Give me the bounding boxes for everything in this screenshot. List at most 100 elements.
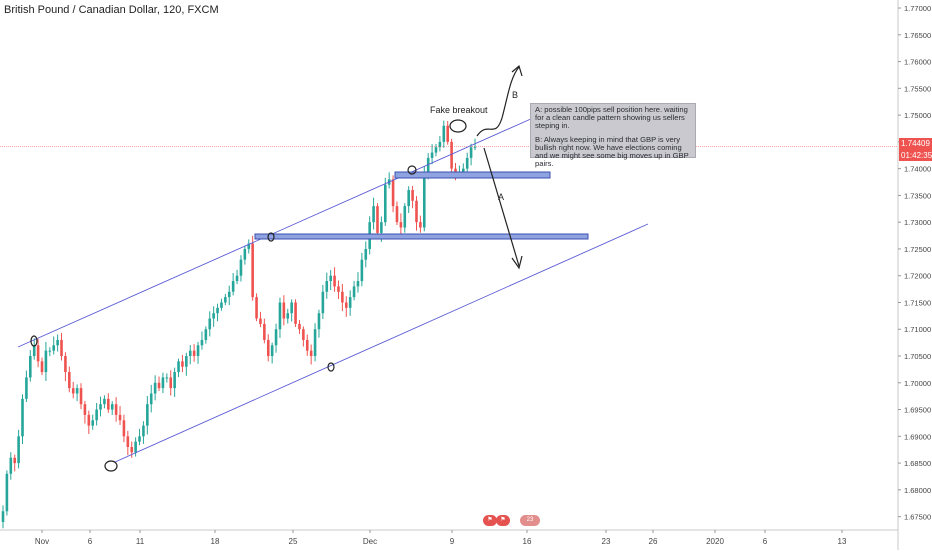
y-tick-label: 1.70500 (904, 352, 931, 361)
candle-body (36, 345, 40, 362)
candle-body (290, 302, 293, 314)
y-tick-label: 1.72500 (904, 245, 931, 254)
y-tick-label: 1.75500 (904, 84, 931, 93)
candle-body (64, 356, 67, 373)
path-a-line (483, 147, 520, 267)
y-tick-label: 1.76500 (904, 31, 931, 40)
y-tick-label: 1.77000 (904, 4, 931, 13)
candle-body (134, 441, 137, 453)
candle-body (68, 372, 71, 389)
candle-body (263, 323, 266, 340)
candle-body (305, 339, 309, 351)
candle-body (461, 168, 465, 174)
candle-body (107, 398, 110, 410)
candle-body (153, 382, 157, 394)
y-tick-label: 1.67500 (904, 513, 931, 522)
candle-body (44, 350, 48, 373)
candle-body (79, 388, 83, 405)
x-tick-label: 23 (602, 537, 611, 546)
candle-body (356, 281, 360, 287)
y-tick-label: 1.72000 (904, 272, 931, 281)
channel-lower-line (114, 223, 649, 463)
y-tick-label: 1.71000 (904, 325, 931, 334)
candle-body (91, 420, 95, 426)
candle-body (419, 222, 422, 228)
candle-body (247, 243, 251, 249)
candle-body (251, 243, 254, 298)
analysis-note: A: possible 100pips sell position here. … (530, 103, 696, 168)
path-b-line (476, 66, 520, 137)
x-tick-label: 2020 (706, 537, 724, 546)
candle-body (130, 447, 134, 453)
candle-body (298, 323, 301, 330)
pivot-circle-marker (30, 335, 38, 347)
flag-icon-2[interactable]: ⚑ (496, 515, 510, 526)
candle-body (391, 179, 395, 207)
candle-body (473, 146, 477, 148)
candle-body (95, 409, 98, 421)
candle-body (270, 345, 274, 357)
candle-body (313, 329, 317, 357)
candle-body (399, 222, 403, 228)
candle-body (294, 302, 297, 324)
candle-body (208, 318, 212, 330)
y-tick-label: 1.75000 (904, 111, 931, 120)
y-tick-label: 1.71500 (904, 298, 931, 307)
pivot-circle-marker (407, 165, 417, 175)
candle-body (17, 436, 20, 464)
resistance-zone-lower (254, 233, 589, 240)
x-tick-label: 26 (649, 537, 658, 546)
candle-body (415, 200, 418, 223)
candle-body (239, 259, 243, 276)
candle-body (344, 302, 348, 308)
candle-body (364, 248, 368, 260)
y-tick-label: 1.74000 (904, 165, 931, 174)
x-tick-label: 25 (289, 537, 298, 546)
candle-body (430, 152, 434, 158)
path-a-arrowhead (511, 255, 523, 270)
countdown-marker[interactable]: 23 (520, 515, 540, 526)
candle-body (337, 286, 340, 292)
x-tick-label: 9 (450, 537, 455, 546)
candle-body (266, 339, 270, 357)
candle-body (142, 425, 145, 437)
candle-body (321, 291, 325, 314)
plot-background (0, 0, 898, 530)
note-b-text: B: Always keeping in mind that GBP is ve… (535, 134, 689, 169)
pivot-circle-marker (449, 119, 467, 133)
candle-body (446, 125, 449, 142)
candle-body (173, 372, 176, 389)
flag-icon[interactable]: ⚑ (483, 515, 497, 526)
candle-body (407, 190, 410, 207)
candle-body (231, 281, 235, 292)
candle-body (341, 291, 344, 303)
candle-body (40, 361, 44, 373)
resistance-zone-upper (394, 171, 551, 179)
candle-body (21, 398, 24, 437)
candle-body (1, 511, 5, 522)
candle-body (83, 404, 87, 415)
x-tick-label: 16 (523, 537, 532, 546)
note-a-text: A: possible 100pips sell position here. … (535, 105, 688, 131)
candle-body (380, 222, 383, 233)
candle-body (282, 302, 286, 319)
candle-body (302, 329, 305, 340)
y-tick-label: 1.70000 (904, 379, 931, 388)
candle-body (352, 286, 356, 298)
candle-body (465, 157, 469, 169)
candle-body (99, 404, 102, 410)
candle-body (309, 350, 313, 357)
candle-body (9, 457, 13, 474)
x-tick-label: 6 (88, 537, 93, 546)
candle-body (126, 436, 130, 448)
candle-body (411, 190, 414, 201)
candle-body (329, 275, 332, 282)
path-b-label: B (512, 90, 518, 100)
channel-upper-line (17, 117, 534, 348)
candle-body (243, 248, 247, 260)
candle-body (325, 281, 329, 292)
candle-body (383, 184, 387, 223)
fake-breakout-label: Fake breakout (430, 105, 488, 115)
